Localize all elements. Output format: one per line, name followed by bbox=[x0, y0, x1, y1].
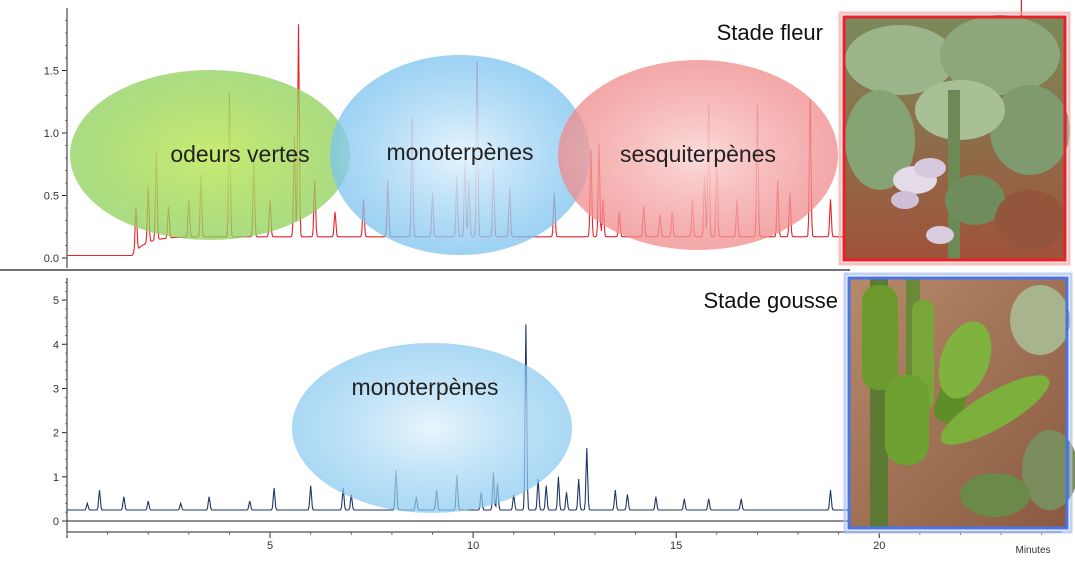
bottom-y-ticks: 0 1 2 3 4 5 bbox=[53, 282, 67, 528]
top-y-ticks: 0.0 0.5 1.0 1.5 bbox=[44, 20, 67, 265]
top-y-tick-label: 1.5 bbox=[44, 66, 59, 78]
monoterpene-label-bottom: monoterpènes bbox=[351, 374, 498, 400]
faba-bean-flower-photo bbox=[838, 11, 1071, 266]
top-y-tick-label: 0.5 bbox=[44, 191, 59, 203]
bottom-y-tick-label: 1 bbox=[53, 472, 59, 484]
sesquiterpene-label: sesquiterpènes bbox=[620, 141, 776, 167]
pod-stage-trace bbox=[67, 324, 872, 511]
x-tick-label: 10 bbox=[467, 540, 479, 552]
green-odor-label: odeurs vertes bbox=[170, 141, 309, 167]
green-odor-zone bbox=[70, 70, 350, 240]
top-y-tick-label: 1.0 bbox=[44, 128, 59, 140]
sesquiterpene-zone bbox=[558, 60, 838, 250]
bottom-y-tick-label: 3 bbox=[53, 383, 59, 395]
x-tick-label: 20 bbox=[873, 540, 885, 552]
top-y-tick-label: 0.0 bbox=[44, 253, 59, 265]
x-axis-label: Minutes bbox=[1015, 545, 1050, 556]
flower-stage-title: Stade fleur bbox=[717, 20, 823, 45]
x-tick-label: 15 bbox=[670, 540, 682, 552]
pod-stage-panel: 0 1 2 3 4 5 5 10 15 20 monoterpènes Stade gousse… bbox=[53, 278, 1062, 556]
monoterpene-label-top: monoterpènes bbox=[386, 139, 533, 165]
bottom-y-tick-label: 5 bbox=[53, 295, 59, 307]
x-ticks: 5 10 15 20 bbox=[66, 532, 1043, 552]
flower-stage-panel: 0.00.51.01.5 odeurs vertes monoterpènes … bbox=[44, 0, 1062, 268]
x-tick-label: 5 bbox=[267, 540, 273, 552]
monoterpene-zone-bottom bbox=[292, 343, 572, 513]
monoterpene-zone-top bbox=[330, 55, 590, 255]
faba-bean-pod-photo bbox=[843, 272, 1075, 534]
top-zones bbox=[70, 55, 838, 255]
bottom-y-tick-label: 0 bbox=[53, 516, 59, 528]
pod-stage-title: Stade gousse bbox=[703, 288, 838, 313]
bottom-y-tick-label: 2 bbox=[53, 428, 59, 440]
bottom-y-tick-label: 4 bbox=[53, 339, 59, 351]
